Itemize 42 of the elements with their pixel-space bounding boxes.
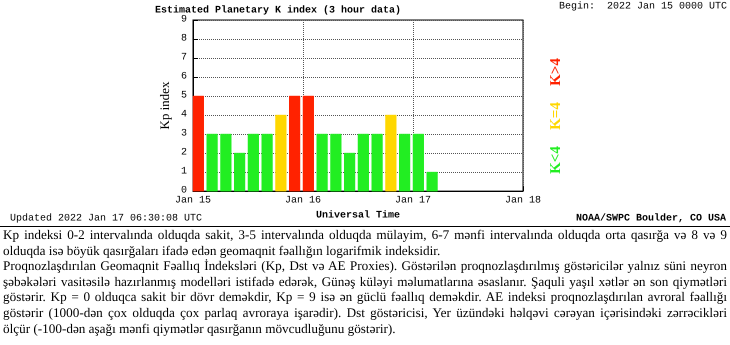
text: K=4 — [548, 102, 564, 130]
x-tick-label: Jan 18 — [504, 196, 542, 207]
bar — [248, 134, 259, 192]
text: Kp indeksi 0-2 intervalında olduqda sakit, 3-5 intervalında olduqda mülayim, 6-7 mənfi intervalında olduqda orta qasırğa və 8 və 9 olduqda isə böyük qasırğaları ifadə edən geomaqnit fəallığın logarifmik indeksidir. — [3, 227, 727, 258]
x-tick-label: Jan 16 — [284, 196, 322, 207]
text: Begin: 2022 Jan 15 0000 UTC — [558, 0, 728, 12]
bar — [358, 134, 369, 192]
y-tick-label: 7 — [180, 52, 187, 64]
y-tick-label: 8 — [180, 34, 187, 45]
bar — [426, 172, 438, 192]
text: K>4 — [548, 58, 564, 86]
bar — [344, 152, 356, 192]
x-tick-label: Jan 15 — [174, 196, 212, 207]
bar — [206, 134, 218, 192]
bar — [275, 114, 286, 192]
bar — [234, 152, 246, 192]
text: NOAA/SWPC Boulder, CO USA — [576, 212, 726, 224]
bar — [330, 134, 342, 192]
bar — [220, 134, 232, 192]
text: Proqnozlaşdırılan Geomaqnit Fəallıq İndeksləri (Kp, Dst və AE Proxies). Göstərilən proqnozlaşdırılmış göstəricilər yalnız süni neyron şəbəkələri vasitəsilə hazırlanmış modelləri istifadə edərək, Günəş küləyi məlumatlarına əsaslanır. Şaquli yaşıl xətlər ən son qiymətləri göstərir. Kp = 0 olduqca sakit bir dövr deməkdir, Kp = 9 isə ən güclü fəallıq deməkdir. AE indeksi proqnozlaşdırılan avroral fəallığı göstərir (1000-dən çox olduqda çox parlaq avroraya işarədir). Dst göstəricisi, Yer üzündəki həlqəvi cərəyan içərisindəki zərrəcikləri ölçür (-100-dən aşağı mənfi qiymətlər qasırğanın mövcudluğunu göstərir). — [3, 258, 727, 336]
bar — [385, 114, 396, 192]
y-tick-label: 0 — [180, 186, 187, 197]
y-tick-label: 5 — [180, 90, 187, 102]
bar — [289, 96, 300, 192]
x-tick-label: Jan 17 — [394, 196, 432, 207]
y-tick-label: 2 — [180, 148, 187, 159]
bar — [399, 134, 410, 192]
bar — [316, 134, 328, 192]
y-axis-title: Kp index — [157, 81, 172, 130]
y-tick-label: 3 — [180, 128, 187, 140]
bar — [192, 96, 204, 192]
bar — [302, 96, 314, 192]
text: K<4 — [548, 146, 564, 174]
bar — [412, 134, 424, 192]
y-tick-label: 9 — [180, 14, 187, 26]
bar — [262, 134, 273, 192]
bar — [372, 134, 383, 192]
y-tick-label: 4 — [180, 110, 187, 121]
y-tick-label: 6 — [180, 72, 187, 83]
y-tick-label: 1 — [180, 166, 187, 178]
x-axis-title: Universal Time — [316, 210, 400, 222]
text: Updated 2022 Jan 17 06:30:08 UTC — [10, 212, 202, 224]
